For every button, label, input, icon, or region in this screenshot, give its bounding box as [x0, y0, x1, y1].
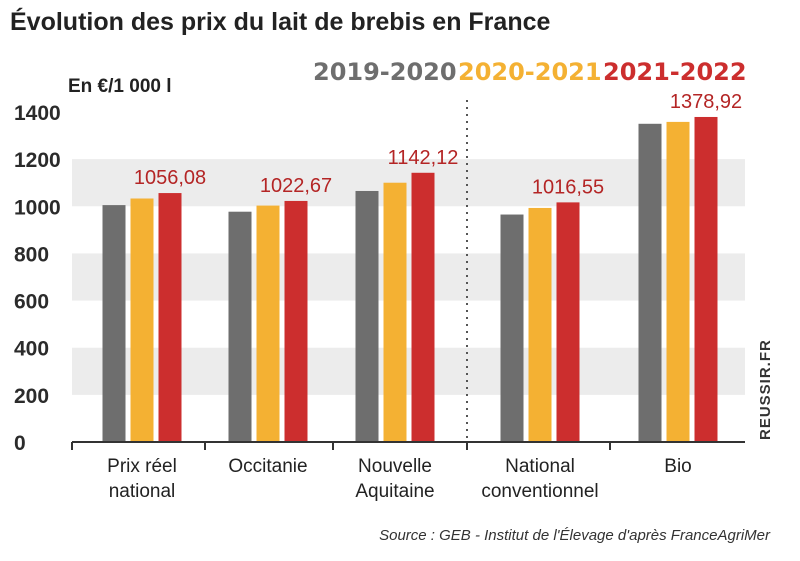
- source-note: Source : GEB - Institut de l'Élevage d'a…: [379, 527, 771, 544]
- data-label: 1016,55: [532, 176, 604, 198]
- x-tick-label: Nouvelle: [358, 456, 432, 477]
- data-label: 1142,12: [388, 147, 459, 169]
- grid-bands: [72, 159, 745, 395]
- data-labels: 1056,08 1022,67 1142,12 1016,55 1378,92: [134, 91, 742, 198]
- legend-item: 2020-2021: [458, 58, 602, 86]
- y-tick-label: 1200: [14, 149, 61, 172]
- x-tick-label: Bio: [664, 456, 691, 477]
- grid-band: [72, 347, 745, 395]
- x-tick-label: national: [109, 481, 176, 502]
- legend: 2019-2020 2020-2021 2021-2022: [313, 58, 747, 86]
- bar: [256, 205, 280, 442]
- y-axis: 0 200 400 600 800 1000 1200 1400: [14, 102, 61, 455]
- data-label: 1022,67: [260, 175, 332, 197]
- bar: [228, 211, 252, 442]
- x-axis: Prix réel national Occitanie Nouvelle Aquita…: [71, 442, 692, 502]
- x-tick-label: National: [505, 456, 575, 477]
- watermark-text: REUSSIR.FR: [757, 339, 774, 440]
- bar: [383, 182, 407, 442]
- bar: [411, 172, 435, 442]
- legend-item: 2021-2022: [603, 58, 747, 86]
- bar: [284, 200, 308, 442]
- x-tick-label: conventionnel: [481, 481, 598, 502]
- data-label: 1378,92: [670, 91, 742, 113]
- bar: [556, 202, 580, 442]
- bar: [694, 116, 718, 442]
- bar: [638, 123, 662, 443]
- grid-band: [72, 159, 745, 207]
- y-tick-label: 200: [14, 385, 49, 408]
- y-tick-label: 0: [14, 432, 26, 455]
- bar: [158, 193, 182, 442]
- bar: [130, 198, 154, 442]
- bar: [355, 190, 379, 442]
- legend-item: 2019-2020: [313, 58, 457, 86]
- y-tick-label: 600: [14, 291, 49, 314]
- bar: [500, 214, 524, 442]
- chart-title: Évolution des prix du lait de brebis en …: [10, 7, 550, 36]
- bar: [666, 121, 690, 443]
- y-axis-unit-label: En €/1 000 l: [68, 76, 172, 97]
- data-label: 1056,08: [134, 167, 206, 189]
- bar: [102, 205, 126, 442]
- grid-band: [72, 253, 745, 301]
- y-tick-label: 400: [14, 338, 49, 361]
- y-tick-label: 1400: [14, 102, 61, 125]
- y-tick-label: 800: [14, 243, 49, 266]
- bar: [528, 207, 552, 442]
- x-tick-label: Aquitaine: [355, 481, 434, 502]
- x-tick-label: Occitanie: [228, 456, 307, 477]
- x-tick-label: Prix réel: [107, 456, 177, 477]
- y-tick-label: 1000: [14, 196, 61, 219]
- bars: [102, 116, 718, 443]
